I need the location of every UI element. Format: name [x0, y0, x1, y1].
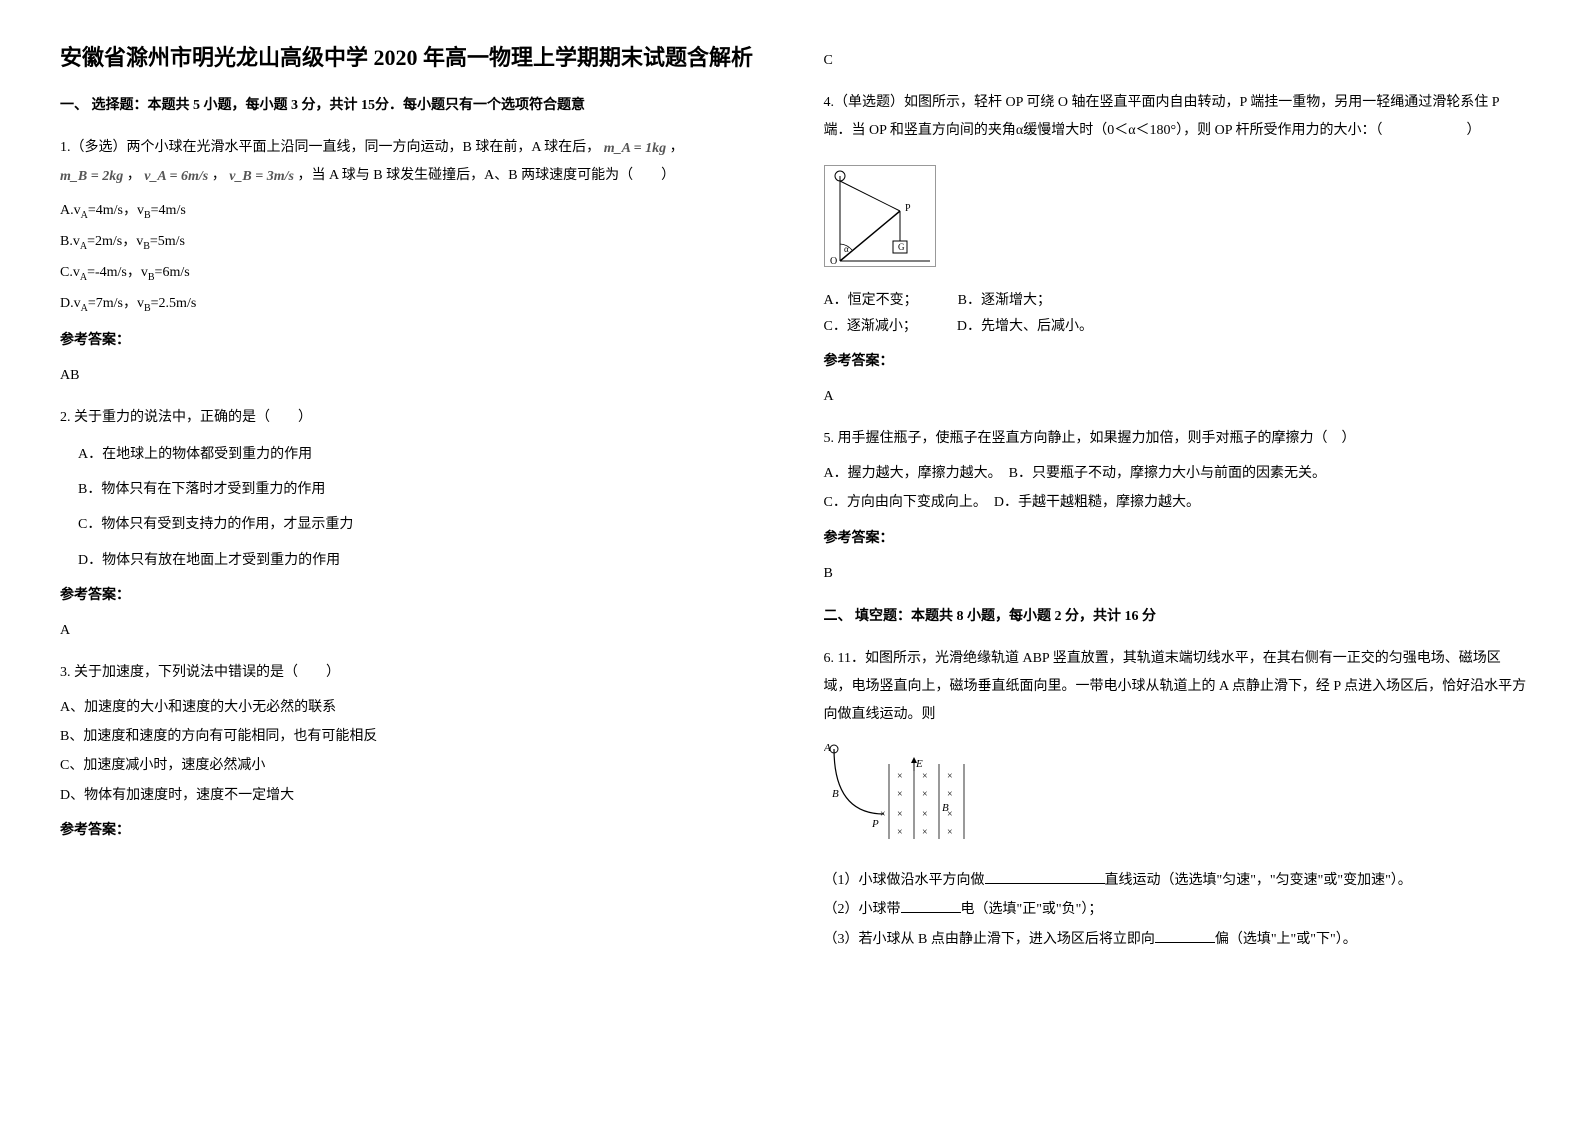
- svg-text:P: P: [905, 203, 911, 214]
- q4-option-a: A．恒定不变；: [824, 288, 918, 313]
- svg-text:×: ×: [880, 809, 886, 820]
- q2-option-b: B．物体只有在下落时才受到重力的作用: [60, 477, 764, 502]
- comma: ，: [212, 168, 226, 183]
- right-column: C 4.（单选题）如图所示，轻杆 OP 可绕 O 轴在竖直平面内自由转动，P 端…: [824, 40, 1528, 956]
- question-3: 3. 关于加速度，下列说法中错误的是（ ）: [60, 659, 764, 687]
- q6-diagram: A B P ××× ××× ×××× ××× E B: [824, 739, 1528, 858]
- q1-option-b: B.vA=2m/s，vB=5m/s: [60, 229, 764, 256]
- question-5: 5. 用手握住瓶子，使瓶子在竖直方向静止，如果握力加倍，则手对瓶子的摩擦力（ ）: [824, 425, 1528, 453]
- q3-option-a: A、加速度的大小和速度的大小无必然的联系: [60, 695, 764, 720]
- svg-text:E: E: [915, 758, 923, 770]
- q6-sub2-suffix: 电（选填"正"或"负"）；: [961, 902, 1103, 917]
- q3-option-d: D、物体有加速度时，速度不一定增大: [60, 783, 764, 808]
- svg-text:A: A: [824, 742, 831, 754]
- svg-text:×: ×: [922, 789, 928, 800]
- q2-option-d: D．物体只有放在地面上才受到重力的作用: [60, 548, 764, 573]
- blank-field[interactable]: [901, 899, 961, 913]
- q4-answer-label: 参考答案：: [824, 349, 1528, 374]
- q6-sub3-prefix: （3）若小球从 B 点由静止滑下，进入场区后将立即向: [824, 932, 1155, 947]
- q5-answer-label: 参考答案：: [824, 526, 1528, 551]
- q6-sub1-prefix: （1）小球做沿水平方向做: [824, 873, 985, 888]
- q1-formula3: v_A = 6m/s: [144, 164, 208, 189]
- q1-option-d: D.vA=7m/s，vB=2.5m/s: [60, 291, 764, 318]
- question-6: 6. 11．如图所示，光滑绝缘轨道 ABP 竖直放置，其轨道末端切线水平，在其右…: [824, 645, 1528, 729]
- q5-option-ab: A．握力越大，摩擦力越大。 B．只要瓶子不动，摩擦力大小与前面的因素无关。: [824, 461, 1528, 486]
- q4-option-d: D．先增大、后减小。: [957, 314, 1093, 339]
- q1-answer: AB: [60, 363, 764, 388]
- q4-diagram: G O P α: [824, 165, 936, 267]
- q6-sub2-prefix: （2）小球带: [824, 902, 901, 917]
- svg-text:×: ×: [922, 771, 928, 782]
- q3-option-c: C、加速度减小时，速度必然减小: [60, 753, 764, 778]
- q1-option-a: A.vA=4m/s，vB=4m/s: [60, 198, 764, 225]
- q6-sub3-suffix: 偏（选填"上"或"下"）。: [1215, 932, 1357, 947]
- svg-text:α: α: [844, 244, 849, 254]
- q1-option-c: C.vA=-4m/s，vB=6m/s: [60, 260, 764, 287]
- q2-answer-label: 参考答案：: [60, 583, 764, 608]
- q1-answer-label: 参考答案：: [60, 328, 764, 353]
- svg-text:×: ×: [922, 827, 928, 838]
- q1-prefix: 1.（多选）两个小球在光滑水平面上沿同一直线，同一方向运动，B 球在前，A 球在…: [60, 140, 600, 155]
- svg-text:×: ×: [897, 771, 903, 782]
- question-4: 4.（单选题）如图所示，轻杆 OP 可绕 O 轴在竖直平面内自由转动，P 端挂一…: [824, 89, 1528, 145]
- q6-sub2: （2）小球带 电（选填"正"或"负"）；: [824, 897, 1528, 922]
- q3-option-b: B、加速度和速度的方向有可能相同，也有可能相反: [60, 724, 764, 749]
- q5-answer: B: [824, 561, 1528, 586]
- comma: ，: [127, 168, 141, 183]
- q1-formula2: m_B = 2kg: [60, 164, 123, 189]
- svg-text:G: G: [898, 242, 905, 252]
- q6-sub1-suffix: 直线运动（选选填"匀速"，"匀变速"或"变加速"）。: [1105, 873, 1412, 888]
- q3-answer: C: [824, 48, 1528, 73]
- q2-option-c: C．物体只有受到支持力的作用，才显示重力: [60, 512, 764, 537]
- question-2: 2. 关于重力的说法中，正确的是（ ）: [60, 404, 764, 432]
- q4-option-c: C．逐渐减小；: [824, 314, 917, 339]
- q2-option-a: A．在地球上的物体都受到重力的作用: [60, 442, 764, 467]
- q1-formula4: v_B = 3m/s: [229, 164, 294, 189]
- q1-formula1: m_A = 1kg: [604, 136, 666, 161]
- q4-answer: A: [824, 384, 1528, 409]
- svg-text:×: ×: [947, 789, 953, 800]
- q3-answer-label: 参考答案：: [60, 818, 764, 843]
- q6-sub3: （3）若小球从 B 点由静止滑下，进入场区后将立即向 偏（选填"上"或"下"）。: [824, 927, 1528, 952]
- comma: ，: [670, 140, 684, 155]
- svg-text:×: ×: [897, 827, 903, 838]
- svg-text:×: ×: [947, 827, 953, 838]
- svg-text:B: B: [832, 788, 839, 800]
- blank-field[interactable]: [985, 870, 1105, 884]
- svg-text:×: ×: [922, 809, 928, 820]
- section2-header: 二、 填空题：本题共 8 小题，每小题 2 分，共计 16 分: [824, 604, 1528, 629]
- q5-option-cd: C．方向由向下变成向上。 D．手越干越粗糙，摩擦力越大。: [824, 490, 1528, 515]
- q6-sub1: （1）小球做沿水平方向做 直线运动（选选填"匀速"，"匀变速"或"变加速"）。: [824, 868, 1528, 893]
- svg-text:×: ×: [897, 809, 903, 820]
- section1-header: 一、 选择题：本题共 5 小题，每小题 3 分，共计 15分．每小题只有一个选项…: [60, 93, 764, 118]
- svg-text:B: B: [942, 802, 949, 814]
- blank-field[interactable]: [1155, 929, 1215, 943]
- q1-suffix: ，当 A 球与 B 球发生碰撞后，A、B 两球速度可能为（ ）: [297, 168, 675, 183]
- q2-answer: A: [60, 618, 764, 643]
- document-title: 安徽省滁州市明光龙山高级中学 2020 年高一物理上学期期末试题含解析: [60, 40, 764, 75]
- q4-option-b: B．逐渐增大；: [958, 288, 1051, 313]
- svg-text:×: ×: [897, 789, 903, 800]
- svg-text:×: ×: [947, 771, 953, 782]
- question-1: 1.（多选）两个小球在光滑水平面上沿同一直线，同一方向运动，B 球在前，A 球在…: [60, 134, 764, 190]
- svg-text:P: P: [871, 818, 879, 830]
- svg-text:O: O: [830, 256, 837, 266]
- left-column: 安徽省滁州市明光龙山高级中学 2020 年高一物理上学期期末试题含解析 一、 选…: [60, 40, 764, 956]
